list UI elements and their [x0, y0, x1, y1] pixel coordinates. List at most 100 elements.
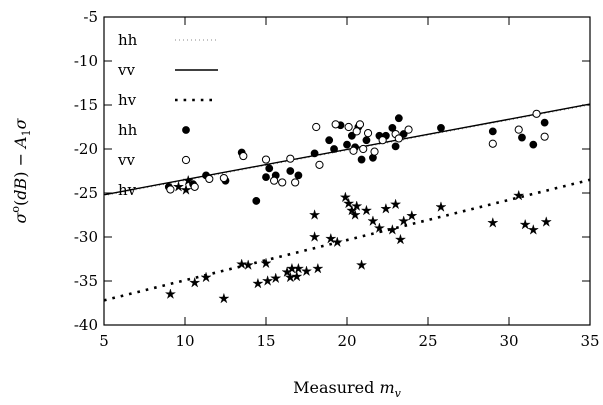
fit-line-hv-dotted — [103, 178, 591, 302]
point-hv-star — [292, 262, 305, 274]
x-tick-label: 30 — [499, 332, 518, 350]
legend-marker-open-circle — [181, 155, 191, 165]
legend-marker-filled-circle — [182, 126, 190, 134]
point-hh-filled-circle — [394, 114, 403, 123]
point-hv-star — [519, 218, 531, 230]
point-vv-open-circle — [404, 125, 413, 134]
point-hh-filled-circle — [347, 131, 356, 140]
y-tick-label: -35 — [74, 272, 98, 290]
point-vv-open-circle — [370, 147, 379, 156]
point-hh-filled-circle — [357, 155, 366, 164]
point-hv-star — [435, 201, 447, 212]
legend-label-vv: vv — [117, 151, 135, 169]
legend-label-hh: hh — [118, 121, 138, 139]
y-tick-labels: -40 -35 -30 -25 -20 -15 -10 -5 — [74, 8, 98, 334]
data-points — [164, 109, 552, 304]
x-axis-label: Measured mv — [293, 378, 402, 400]
point-hv-star — [487, 217, 499, 228]
y-tick-label: -25 — [74, 184, 98, 202]
point-hv-star — [406, 209, 418, 221]
point-hv-star — [527, 224, 539, 235]
point-hh-filled-circle — [540, 118, 549, 127]
point-vv-open-circle — [270, 176, 279, 185]
point-hh-filled-circle — [330, 145, 338, 153]
point-vv-open-circle — [378, 136, 387, 145]
point-hh-filled-circle — [310, 149, 319, 158]
plot-frame — [103, 16, 591, 326]
y-tick-label: -5 — [83, 8, 98, 26]
fit-line-hh-fine-dotted — [103, 104, 591, 197]
point-hh-filled-circle — [437, 123, 445, 132]
point-hv-star — [513, 189, 525, 201]
y-tick-label: -30 — [74, 228, 98, 246]
point-hh-filled-circle — [488, 127, 497, 136]
point-hv-star — [164, 288, 177, 299]
point-hv-star — [367, 215, 379, 226]
x-tick-label: 35 — [580, 332, 599, 350]
x-tick-label: 20 — [337, 332, 356, 350]
point-vv-open-circle — [166, 185, 175, 194]
point-hh-filled-circle — [265, 164, 274, 173]
point-vv-open-circle — [205, 174, 214, 184]
point-hh-filled-circle — [286, 167, 295, 175]
point-hv-star — [291, 270, 303, 282]
point-vv-open-circle — [239, 151, 248, 161]
point-hv-star — [394, 233, 407, 245]
point-hv-star — [308, 231, 321, 242]
point-hv-star — [325, 232, 337, 244]
point-hv-star — [343, 197, 355, 209]
point-hv-star — [386, 224, 398, 235]
y-axis-label: σo(dB) − A1σ — [9, 117, 33, 223]
point-vv-open-circle — [315, 160, 324, 169]
point-vv-open-circle — [219, 173, 228, 183]
point-vv-open-circle — [532, 109, 541, 118]
y-tick-label: -40 — [74, 316, 98, 334]
point-hh-filled-circle — [325, 136, 334, 145]
point-hv-star — [172, 180, 185, 192]
point-vv-open-circle — [488, 139, 497, 148]
legend: hh vv hv hh vv hv — [117, 31, 218, 199]
legend-label-hv: hv — [118, 181, 137, 199]
point-hv-star — [308, 209, 321, 220]
point-hv-star — [262, 275, 274, 286]
point-hv-star — [373, 222, 386, 233]
point-hh-filled-circle — [262, 173, 270, 182]
point-hv-star — [339, 191, 351, 203]
point-hh-filled-circle — [343, 140, 351, 149]
point-hh-filled-circle — [529, 140, 538, 149]
point-vv-open-circle — [190, 182, 199, 191]
point-hv-star — [270, 272, 282, 284]
point-hv-star — [355, 259, 368, 270]
x-tick-label: 25 — [418, 332, 437, 350]
y-tick-label: -20 — [74, 140, 98, 158]
point-hh-filled-circle — [391, 142, 400, 151]
axis-ticks — [103, 16, 591, 326]
point-hv-star — [300, 265, 313, 277]
point-hv-star — [349, 209, 361, 220]
point-vv-open-circle — [514, 125, 523, 134]
point-hv-star — [312, 262, 324, 274]
point-hv-star — [380, 202, 392, 214]
legend-marker-star — [180, 184, 192, 195]
point-vv-open-circle — [352, 127, 361, 136]
x-tick-labels: 5 10 15 20 25 30 35 — [99, 332, 599, 350]
legend-label-vv: vv — [117, 61, 135, 79]
point-hv-star — [351, 200, 363, 211]
point-hh-filled-circle — [518, 133, 526, 142]
point-hv-star — [398, 215, 410, 226]
point-hv-star — [331, 236, 343, 248]
point-hv-star — [260, 257, 272, 269]
point-hv-star — [182, 174, 194, 186]
point-vv-open-circle — [349, 146, 358, 155]
point-vv-open-circle — [394, 134, 403, 143]
point-vv-open-circle — [291, 178, 300, 187]
point-vv-open-circle — [286, 154, 295, 163]
point-hv-star — [252, 277, 264, 289]
point-hh-filled-circle — [399, 130, 408, 138]
point-hv-star — [540, 216, 552, 227]
point-vv-open-circle — [278, 178, 287, 187]
y-tick-label: -15 — [74, 96, 98, 114]
point-hv-star — [389, 198, 402, 210]
point-vv-open-circle — [540, 132, 549, 141]
